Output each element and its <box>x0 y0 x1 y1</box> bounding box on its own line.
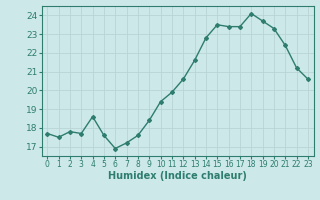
X-axis label: Humidex (Indice chaleur): Humidex (Indice chaleur) <box>108 171 247 181</box>
